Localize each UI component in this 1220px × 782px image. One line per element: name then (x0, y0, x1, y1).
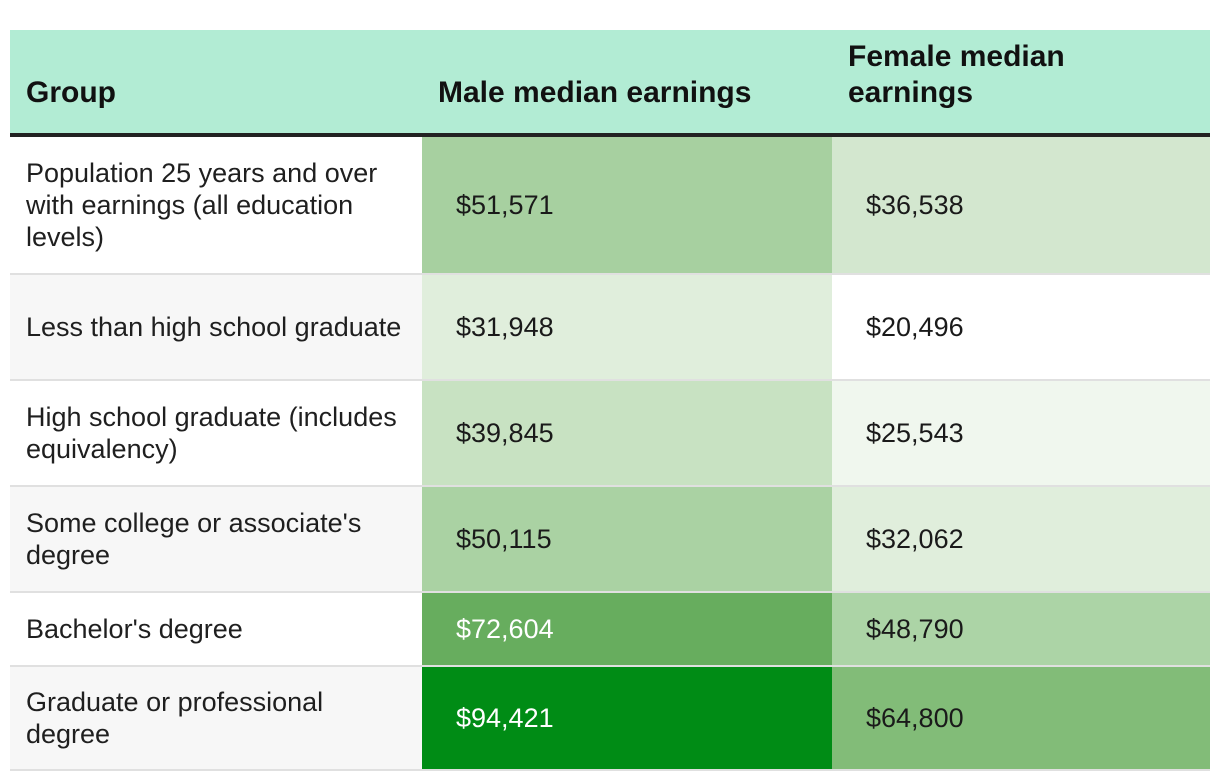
group-cell: Bachelor's degree (10, 593, 422, 665)
male-earnings-cell: $39,845 (422, 381, 832, 485)
group-cell: High school graduate (includes equivalen… (10, 381, 422, 485)
male-earnings-cell: $94,421 (422, 667, 832, 769)
table-body: Population 25 years and over with earnin… (10, 137, 1210, 771)
group-cell: Some college or associate's degree (10, 487, 422, 591)
table-row: Less than high school graduate $31,948 $20… (10, 275, 1210, 381)
table-row: High school graduate (includes equivalen… (10, 381, 1210, 487)
column-header-male: Male median earnings (438, 76, 752, 109)
male-earnings-cell: $50,115 (422, 487, 832, 591)
female-earnings-cell: $64,800 (832, 667, 1210, 769)
table-row: Population 25 years and over with earnin… (10, 137, 1210, 275)
female-earnings-cell: $32,062 (832, 487, 1210, 591)
female-earnings-cell: $36,538 (832, 137, 1210, 273)
male-earnings-cell: $31,948 (422, 275, 832, 379)
group-cell: Graduate or professional degree (10, 667, 422, 769)
column-header-group: Group (26, 76, 116, 109)
female-earnings-cell: $25,543 (832, 381, 1210, 485)
group-cell: Population 25 years and over with earnin… (10, 137, 422, 273)
male-earnings-cell: $72,604 (422, 593, 832, 665)
female-earnings-cell: $48,790 (832, 593, 1210, 665)
table-row: Some college or associate's degree $50,11… (10, 487, 1210, 593)
table-row: Bachelor's degree $72,604 $48,790 (10, 593, 1210, 667)
column-header-female: Female median earnings (848, 40, 1065, 109)
table-header: Group Male median earnings Female median… (10, 30, 1210, 137)
male-earnings-cell: $51,571 (422, 137, 832, 273)
table-row: Graduate or professional degree $94,421 $6… (10, 667, 1210, 771)
group-cell: Less than high school graduate (10, 275, 422, 379)
earnings-table: Group Male median earnings Female median… (10, 30, 1210, 771)
female-earnings-cell: $20,496 (832, 275, 1210, 379)
